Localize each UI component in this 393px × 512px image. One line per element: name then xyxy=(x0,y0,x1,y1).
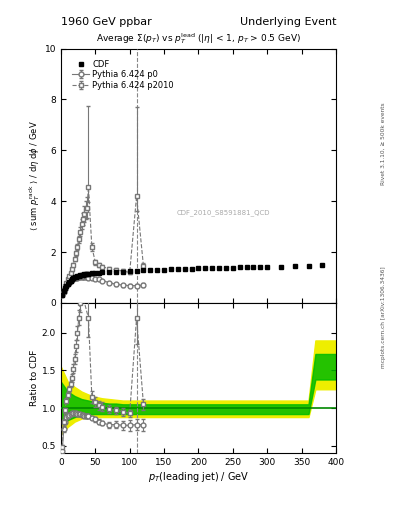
Text: Average $\Sigma(p_T)$ vs $p_T^{\mathrm{lead}}$ (|$\eta$| < 1, $p_T$ > 0.5 GeV): Average $\Sigma(p_T)$ vs $p_T^{\mathrm{l… xyxy=(96,31,301,46)
Text: mcplots.cern.ch [arXiv:1306.3436]: mcplots.cern.ch [arXiv:1306.3436] xyxy=(381,267,386,368)
CDF xyxy=(169,266,173,272)
Text: Underlying Event: Underlying Event xyxy=(239,16,336,27)
CDF xyxy=(65,281,70,287)
CDF xyxy=(265,264,270,270)
Y-axis label: $\langle$ sum $p_T^{\rm rack}$ $\rangle$ / d$\eta$ d$\phi$ / GeV: $\langle$ sum $p_T^{\rm rack}$ $\rangle$… xyxy=(27,120,42,231)
Text: Rivet 3.1.10, ≥ 500k events: Rivet 3.1.10, ≥ 500k events xyxy=(381,102,386,185)
X-axis label: $p_T$(leading jet) / GeV: $p_T$(leading jet) / GeV xyxy=(148,470,249,484)
Text: 1960 GeV ppbar: 1960 GeV ppbar xyxy=(61,16,152,27)
CDF xyxy=(85,271,90,277)
Legend: CDF, Pythia 6.424 p0, Pythia 6.424 p2010: CDF, Pythia 6.424 p0, Pythia 6.424 p2010 xyxy=(71,58,176,92)
CDF xyxy=(320,262,325,268)
CDF xyxy=(107,269,112,275)
CDF xyxy=(60,292,64,298)
Line: CDF: CDF xyxy=(60,262,325,297)
Y-axis label: Ratio to CDF: Ratio to CDF xyxy=(30,350,39,406)
CDF xyxy=(155,267,160,273)
Text: CDF_2010_S8591881_QCD: CDF_2010_S8591881_QCD xyxy=(176,209,270,216)
